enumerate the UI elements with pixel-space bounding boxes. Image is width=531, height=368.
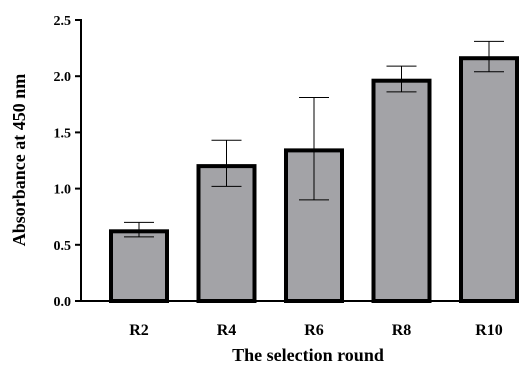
y-axis-title: Absorbance at 450 nm xyxy=(9,74,29,247)
x-tick-label: R8 xyxy=(392,322,412,339)
y-tick-label: 1.5 xyxy=(54,126,72,141)
bar-R4 xyxy=(196,164,257,303)
x-tick-label: R6 xyxy=(304,322,324,339)
x-tick-label: R10 xyxy=(475,322,503,339)
x-axis-tick-labels: R2 R4 R6 R8 R10 xyxy=(129,322,503,339)
x-tick-label: R4 xyxy=(217,322,237,339)
bar-R8 xyxy=(371,78,432,303)
y-axis-ticks: 0.0 0.5 1.0 1.5 2.0 2.5 xyxy=(54,14,81,310)
bar-R10 xyxy=(459,56,519,303)
bar-R2 xyxy=(109,229,169,303)
y-tick-label: 2.5 xyxy=(54,14,72,29)
y-tick-label: 0.0 xyxy=(54,295,72,310)
y-tick-label: 1.0 xyxy=(54,183,72,198)
y-tick-label: 0.5 xyxy=(54,239,72,254)
x-axis-title: The selection round xyxy=(232,345,384,365)
y-tick-label: 2.0 xyxy=(54,70,72,85)
x-tick-label: R2 xyxy=(129,322,149,339)
error-bars-layer xyxy=(124,40,504,238)
